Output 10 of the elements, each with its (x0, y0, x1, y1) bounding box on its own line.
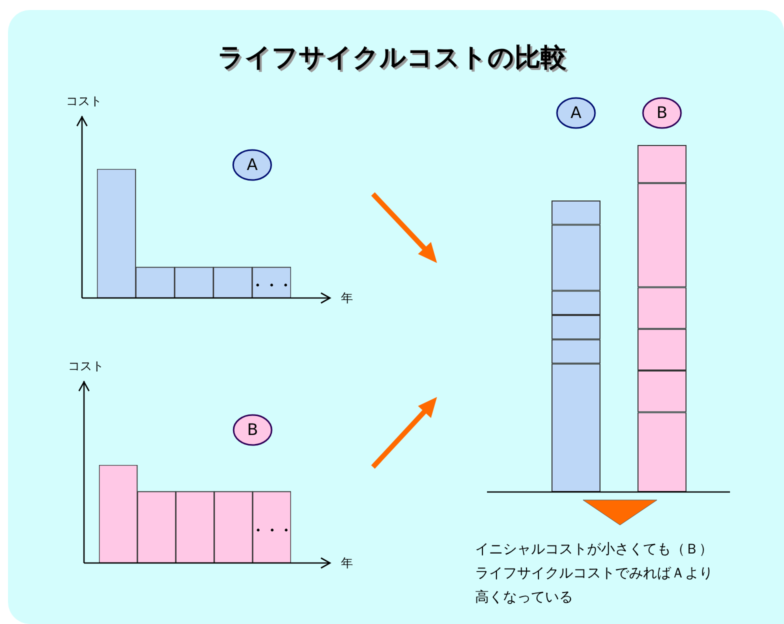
annotation: ・・・ (250, 278, 293, 294)
chart-title: A (246, 155, 258, 174)
y-axis-title: コスト (68, 359, 104, 374)
x-axis-title: 年 (341, 556, 353, 570)
text: ライフサイクルコストの比較 (216, 42, 568, 75)
y-axis-title: コスト (66, 94, 102, 108)
text: イニシャルコストが小さくても（Ｂ）ライフサイクルコストでみればＡより高くなっている (475, 542, 713, 606)
annotation: ・・・ (250, 522, 293, 539)
x-axis-title: 年 (341, 291, 353, 306)
chart-title: B (247, 420, 258, 440)
